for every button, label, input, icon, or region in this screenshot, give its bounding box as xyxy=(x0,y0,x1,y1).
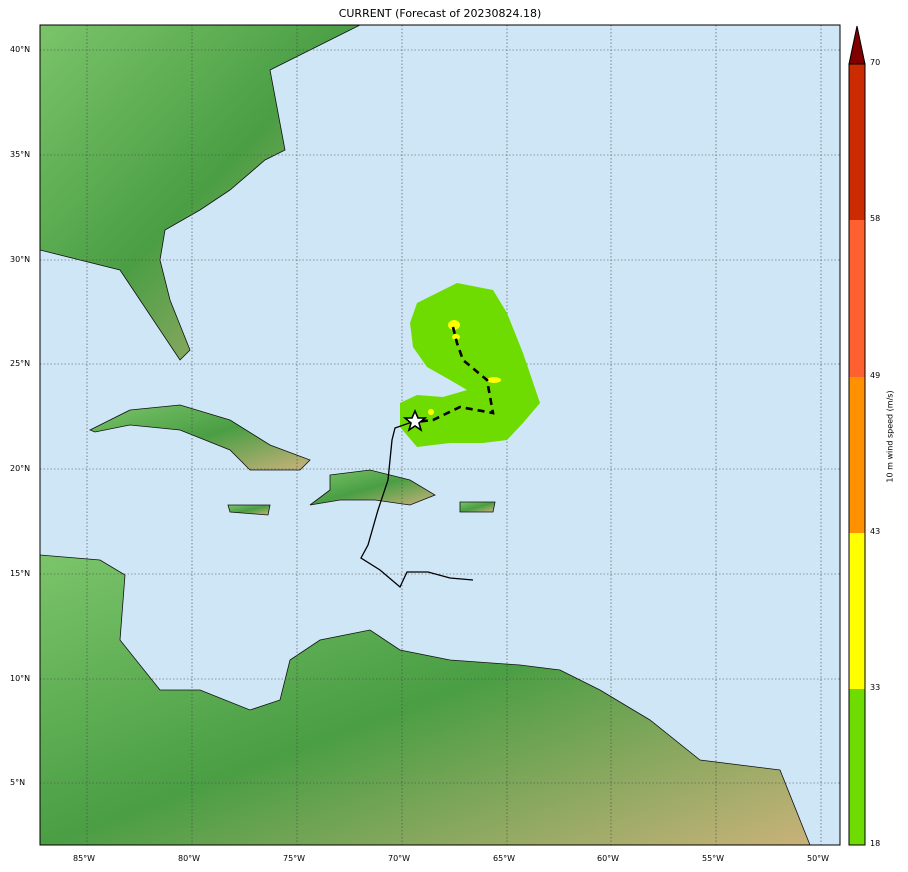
lat-tick-label: 40°N xyxy=(10,45,31,54)
colorbar-segment xyxy=(849,689,865,845)
lon-tick-label: 85°W xyxy=(73,854,96,863)
lat-tick-label: 25°N xyxy=(10,359,31,368)
wind-swath xyxy=(400,283,540,447)
land-jamaica xyxy=(227,504,271,516)
colorbar-tick-label: 33 xyxy=(870,683,881,692)
colorbar-segment xyxy=(849,220,865,377)
forecast-track xyxy=(414,326,495,424)
lon-tick-label: 70°W xyxy=(388,854,411,863)
wind-swath-18-33 xyxy=(400,283,540,447)
lat-tick-label: 20°N xyxy=(10,464,31,473)
lat-tick-label: 10°N xyxy=(10,674,31,683)
land-north-america xyxy=(40,25,361,361)
land-cuba xyxy=(89,404,311,471)
lat-tick-label: 30°N xyxy=(10,255,31,264)
colorbar-segment xyxy=(849,377,865,533)
colorbar-tick-label: 70 xyxy=(870,58,881,67)
figure-title: CURRENT (Forecast of 20230824.18) xyxy=(338,7,542,20)
colorbar-tick-label: 58 xyxy=(870,214,881,223)
land-hispaniola xyxy=(309,469,436,506)
colorbar-label: 10 m wind speed (m/s) xyxy=(885,390,895,483)
star-icon xyxy=(402,408,428,432)
lon-tick-label: 65°W xyxy=(493,854,516,863)
lon-tick-label: 60°W xyxy=(597,854,620,863)
colorbar-extend-arrow xyxy=(848,25,866,65)
colorbar-tick-label: 49 xyxy=(870,371,881,380)
colorbar xyxy=(848,25,866,846)
lat-tick-label: 15°N xyxy=(10,569,31,578)
lon-tick-label: 75°W xyxy=(283,854,306,863)
land-puerto-rico xyxy=(459,501,496,513)
colorbar-segment xyxy=(849,533,865,689)
lon-tick-label: 80°W xyxy=(178,854,201,863)
past-track xyxy=(360,420,474,589)
lon-tick-label: 50°W xyxy=(807,854,830,863)
lat-tick-label: 35°N xyxy=(10,150,31,159)
colorbar-tick-label: 43 xyxy=(870,527,881,536)
lat-tick-label: 5°N xyxy=(10,778,26,787)
lon-tick-label: 55°W xyxy=(702,854,725,863)
colorbar-tick-label: 18 xyxy=(870,839,881,848)
wind-swath-33-43 xyxy=(428,320,501,415)
colorbar-segment xyxy=(849,64,865,220)
land-central-south-america xyxy=(40,554,811,845)
